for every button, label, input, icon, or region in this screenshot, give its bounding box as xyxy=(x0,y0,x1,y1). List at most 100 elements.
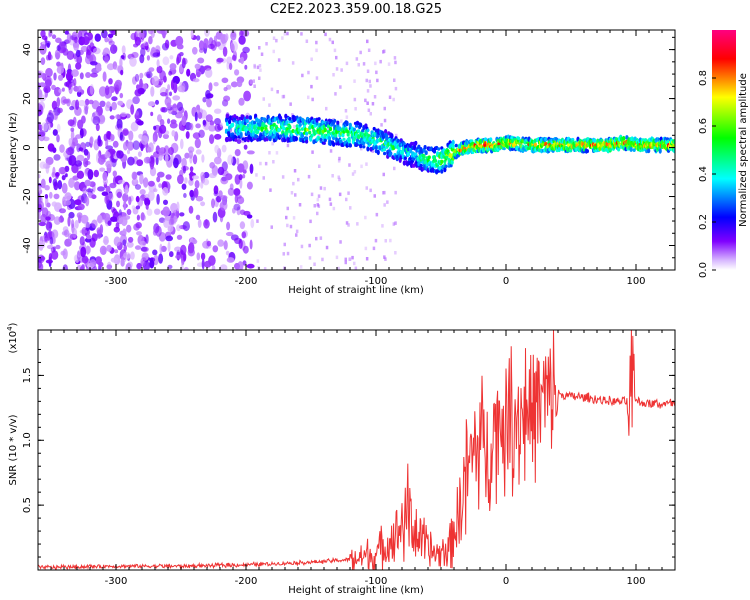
noise-cell xyxy=(196,252,201,261)
noise-cell xyxy=(383,118,387,123)
noise-cell xyxy=(67,216,71,227)
noise-cell xyxy=(372,246,376,251)
noise-cell xyxy=(183,266,189,270)
noise-cell xyxy=(58,166,66,175)
noise-cell xyxy=(52,129,58,136)
noise-cell xyxy=(68,138,73,146)
ridge-cell xyxy=(341,132,345,138)
noise-cell xyxy=(356,222,359,226)
noise-cell xyxy=(71,141,76,149)
noise-cell xyxy=(348,257,352,261)
noise-cell xyxy=(255,173,258,177)
noise-cell xyxy=(226,61,230,70)
noise-cell xyxy=(136,262,142,270)
ridge-cell xyxy=(437,147,441,151)
noise-cell xyxy=(220,176,229,185)
noise-cell xyxy=(52,147,57,154)
noise-cell xyxy=(170,152,174,164)
ridge-cell xyxy=(334,133,338,138)
colorbar-tick-label: 0.0 xyxy=(698,262,709,278)
noise-cell xyxy=(145,204,149,210)
noise-cell xyxy=(156,176,161,183)
noise-cell xyxy=(211,265,216,270)
noise-cell xyxy=(120,112,127,118)
noise-cell xyxy=(69,106,75,111)
noise-cell xyxy=(229,183,234,190)
noise-cell xyxy=(64,192,72,201)
noise-cell xyxy=(163,218,170,228)
noise-cell xyxy=(86,234,92,240)
noise-cell xyxy=(139,78,143,90)
snr-frame xyxy=(37,329,676,571)
noise-cell xyxy=(131,171,137,180)
noise-cell xyxy=(111,101,117,111)
noise-cell xyxy=(179,126,185,131)
ridge-cell xyxy=(342,137,346,141)
noise-cell xyxy=(147,180,155,187)
noise-cell xyxy=(109,182,117,189)
noise-cell xyxy=(66,32,72,44)
noise-cell xyxy=(313,204,316,208)
noise-cell xyxy=(38,103,43,112)
ridge-cell xyxy=(517,136,521,141)
noise-cell xyxy=(209,134,215,145)
noise-cell xyxy=(202,119,206,126)
ridge-cell xyxy=(540,148,544,154)
noise-cell xyxy=(250,218,255,229)
noise-cell xyxy=(75,62,82,70)
ridge-cell xyxy=(336,120,340,125)
noise-cell xyxy=(345,221,349,225)
noise-cell xyxy=(114,249,119,254)
ridge-cell xyxy=(383,147,387,152)
colorbar-tick-label: 0.4 xyxy=(698,166,709,182)
noise-cell xyxy=(345,115,349,119)
noise-cell xyxy=(374,238,378,243)
noise-cell xyxy=(68,83,73,95)
noise-cell xyxy=(242,46,250,54)
noise-cell xyxy=(208,172,217,179)
noise-cell xyxy=(92,47,101,55)
ridge-cell xyxy=(305,136,309,141)
ridge-cell xyxy=(440,169,444,174)
ridge-cell xyxy=(263,117,267,124)
colorbar-tick-label: 0.2 xyxy=(698,214,709,230)
noise-cell xyxy=(366,39,369,44)
spectrogram-y-axis-label: Frequency (Hz) xyxy=(8,112,19,188)
noise-cell xyxy=(332,73,335,77)
noise-cell xyxy=(334,92,337,96)
ridge-cell xyxy=(326,124,330,129)
ridge-cell xyxy=(264,124,268,128)
noise-cell xyxy=(392,97,395,102)
ridge-cell xyxy=(417,144,421,149)
noise-cell xyxy=(371,149,374,153)
noise-cell xyxy=(110,206,116,213)
ridge-cell xyxy=(270,125,274,131)
noise-cell xyxy=(253,84,256,88)
noise-cell xyxy=(162,206,170,217)
noise-cell xyxy=(219,200,228,211)
noise-cell xyxy=(139,240,147,248)
ridge-cell xyxy=(385,133,389,139)
noise-cell xyxy=(44,79,52,88)
noise-cell xyxy=(57,107,63,114)
noise-cell xyxy=(300,244,304,249)
noise-cell xyxy=(193,187,199,198)
snr-x-axis-label: Height of straight line (km) xyxy=(288,585,424,596)
x-tick-label: 0 xyxy=(503,576,509,587)
ridge-cell xyxy=(352,135,356,142)
noise-cell xyxy=(275,38,278,43)
ridge-cell xyxy=(510,147,515,151)
noise-cell xyxy=(384,239,387,243)
noise-cell xyxy=(56,134,60,143)
ridge-cell xyxy=(622,135,626,142)
noise-cell xyxy=(169,122,178,129)
noise-cell xyxy=(181,157,187,169)
ridge-cell xyxy=(357,129,361,133)
ridge-cell xyxy=(450,159,454,165)
noise-cell xyxy=(156,65,163,74)
noise-cell xyxy=(46,112,55,123)
noise-cell xyxy=(383,203,386,207)
noise-cell xyxy=(214,144,220,154)
noise-cell xyxy=(329,202,333,206)
